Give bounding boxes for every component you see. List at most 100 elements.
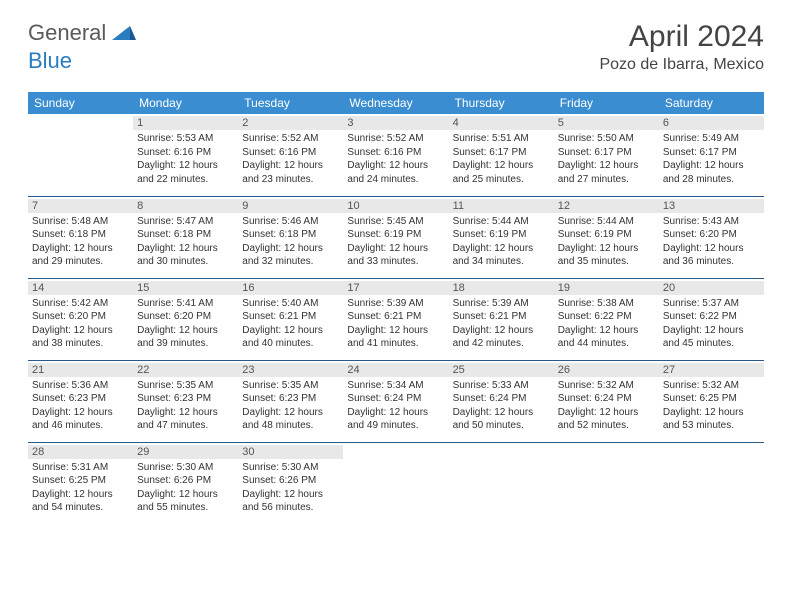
daylight-text: Daylight: 12 hours and 53 minutes. — [663, 406, 760, 433]
day-number: 16 — [238, 281, 343, 295]
sunset-text: Sunset: 6:26 PM — [137, 474, 234, 488]
sunrise-text: Sunrise: 5:44 AM — [558, 215, 655, 229]
calendar-cell: 1Sunrise: 5:53 AMSunset: 6:16 PMDaylight… — [133, 114, 238, 196]
daylight-text: Daylight: 12 hours and 29 minutes. — [32, 242, 129, 269]
daylight-text: Daylight: 12 hours and 41 minutes. — [347, 324, 444, 351]
sunrise-text: Sunrise: 5:48 AM — [32, 215, 129, 229]
sunrise-text: Sunrise: 5:38 AM — [558, 297, 655, 311]
day-number: 4 — [449, 116, 554, 130]
sunset-text: Sunset: 6:23 PM — [137, 392, 234, 406]
calendar-cell: 4Sunrise: 5:51 AMSunset: 6:17 PMDaylight… — [449, 114, 554, 196]
sunrise-text: Sunrise: 5:45 AM — [347, 215, 444, 229]
calendar-cell: 23Sunrise: 5:35 AMSunset: 6:23 PMDayligh… — [238, 360, 343, 442]
calendar-cell: 2Sunrise: 5:52 AMSunset: 6:16 PMDaylight… — [238, 114, 343, 196]
sunset-text: Sunset: 6:22 PM — [558, 310, 655, 324]
day-number: 25 — [449, 363, 554, 377]
sunrise-text: Sunrise: 5:52 AM — [347, 132, 444, 146]
day-number: 19 — [554, 281, 659, 295]
day-header: Tuesday — [238, 92, 343, 114]
day-header-row: Sunday Monday Tuesday Wednesday Thursday… — [28, 92, 764, 114]
calendar-cell: 28Sunrise: 5:31 AMSunset: 6:25 PMDayligh… — [28, 442, 133, 524]
daylight-text: Daylight: 12 hours and 34 minutes. — [453, 242, 550, 269]
daylight-text: Daylight: 12 hours and 45 minutes. — [663, 324, 760, 351]
daylight-text: Daylight: 12 hours and 56 minutes. — [242, 488, 339, 515]
calendar-cell: 12Sunrise: 5:44 AMSunset: 6:19 PMDayligh… — [554, 196, 659, 278]
day-number: 10 — [343, 199, 448, 213]
daylight-text: Daylight: 12 hours and 33 minutes. — [347, 242, 444, 269]
calendar-cell: 10Sunrise: 5:45 AMSunset: 6:19 PMDayligh… — [343, 196, 448, 278]
sunrise-text: Sunrise: 5:43 AM — [663, 215, 760, 229]
sunrise-text: Sunrise: 5:46 AM — [242, 215, 339, 229]
location-label: Pozo de Ibarra, Mexico — [599, 56, 764, 74]
day-header: Monday — [133, 92, 238, 114]
calendar-cell: 18Sunrise: 5:39 AMSunset: 6:21 PMDayligh… — [449, 278, 554, 360]
calendar-cell — [28, 114, 133, 196]
sunrise-text: Sunrise: 5:39 AM — [453, 297, 550, 311]
sunset-text: Sunset: 6:18 PM — [32, 228, 129, 242]
sunset-text: Sunset: 6:26 PM — [242, 474, 339, 488]
sunset-text: Sunset: 6:17 PM — [663, 146, 760, 160]
sunset-text: Sunset: 6:22 PM — [663, 310, 760, 324]
calendar-cell: 11Sunrise: 5:44 AMSunset: 6:19 PMDayligh… — [449, 196, 554, 278]
day-number: 22 — [133, 363, 238, 377]
calendar-cell: 3Sunrise: 5:52 AMSunset: 6:16 PMDaylight… — [343, 114, 448, 196]
sunrise-text: Sunrise: 5:53 AM — [137, 132, 234, 146]
sunset-text: Sunset: 6:24 PM — [558, 392, 655, 406]
day-number: 9 — [238, 199, 343, 213]
day-number: 28 — [28, 445, 133, 459]
sunset-text: Sunset: 6:16 PM — [347, 146, 444, 160]
day-number: 12 — [554, 199, 659, 213]
sunrise-text: Sunrise: 5:50 AM — [558, 132, 655, 146]
sunrise-text: Sunrise: 5:35 AM — [137, 379, 234, 393]
sunrise-text: Sunrise: 5:35 AM — [242, 379, 339, 393]
day-number: 14 — [28, 281, 133, 295]
sunrise-text: Sunrise: 5:32 AM — [663, 379, 760, 393]
daylight-text: Daylight: 12 hours and 46 minutes. — [32, 406, 129, 433]
day-header: Sunday — [28, 92, 133, 114]
calendar-row: 1Sunrise: 5:53 AMSunset: 6:16 PMDaylight… — [28, 114, 764, 196]
sunset-text: Sunset: 6:20 PM — [663, 228, 760, 242]
calendar-body: 1Sunrise: 5:53 AMSunset: 6:16 PMDaylight… — [28, 114, 764, 524]
calendar-cell: 21Sunrise: 5:36 AMSunset: 6:23 PMDayligh… — [28, 360, 133, 442]
daylight-text: Daylight: 12 hours and 36 minutes. — [663, 242, 760, 269]
sunrise-text: Sunrise: 5:31 AM — [32, 461, 129, 475]
day-number: 27 — [659, 363, 764, 377]
daylight-text: Daylight: 12 hours and 42 minutes. — [453, 324, 550, 351]
sunset-text: Sunset: 6:16 PM — [137, 146, 234, 160]
calendar-cell: 17Sunrise: 5:39 AMSunset: 6:21 PMDayligh… — [343, 278, 448, 360]
sunset-text: Sunset: 6:18 PM — [137, 228, 234, 242]
calendar-cell: 14Sunrise: 5:42 AMSunset: 6:20 PMDayligh… — [28, 278, 133, 360]
brand-logo: General — [28, 20, 138, 46]
day-number: 24 — [343, 363, 448, 377]
day-number: 29 — [133, 445, 238, 459]
calendar-cell: 8Sunrise: 5:47 AMSunset: 6:18 PMDaylight… — [133, 196, 238, 278]
day-number: 13 — [659, 199, 764, 213]
brand-general: General — [28, 20, 106, 46]
calendar-cell — [659, 442, 764, 524]
day-number: 26 — [554, 363, 659, 377]
sunset-text: Sunset: 6:19 PM — [453, 228, 550, 242]
sunset-text: Sunset: 6:25 PM — [663, 392, 760, 406]
day-number: 20 — [659, 281, 764, 295]
calendar-row: 28Sunrise: 5:31 AMSunset: 6:25 PMDayligh… — [28, 442, 764, 524]
sunrise-text: Sunrise: 5:30 AM — [242, 461, 339, 475]
day-number: 1 — [133, 116, 238, 130]
calendar-cell: 20Sunrise: 5:37 AMSunset: 6:22 PMDayligh… — [659, 278, 764, 360]
page-header: General April 2024 Pozo de Ibarra, Mexic… — [0, 0, 792, 84]
sunrise-text: Sunrise: 5:44 AM — [453, 215, 550, 229]
day-number: 6 — [659, 116, 764, 130]
day-number: 23 — [238, 363, 343, 377]
day-header: Friday — [554, 92, 659, 114]
calendar-cell: 15Sunrise: 5:41 AMSunset: 6:20 PMDayligh… — [133, 278, 238, 360]
daylight-text: Daylight: 12 hours and 30 minutes. — [137, 242, 234, 269]
daylight-text: Daylight: 12 hours and 23 minutes. — [242, 159, 339, 186]
day-number: 7 — [28, 199, 133, 213]
day-number: 18 — [449, 281, 554, 295]
sunrise-text: Sunrise: 5:52 AM — [242, 132, 339, 146]
day-number: 17 — [343, 281, 448, 295]
sunset-text: Sunset: 6:20 PM — [137, 310, 234, 324]
sunrise-text: Sunrise: 5:36 AM — [32, 379, 129, 393]
sunrise-text: Sunrise: 5:32 AM — [558, 379, 655, 393]
calendar-cell: 13 Sunrise: 5:43 AMSunset: 6:20 PMDayligh… — [659, 196, 764, 278]
calendar-cell: 27 Sunrise: 5:32 AMSunset: 6:25 PMDayligh… — [659, 360, 764, 442]
